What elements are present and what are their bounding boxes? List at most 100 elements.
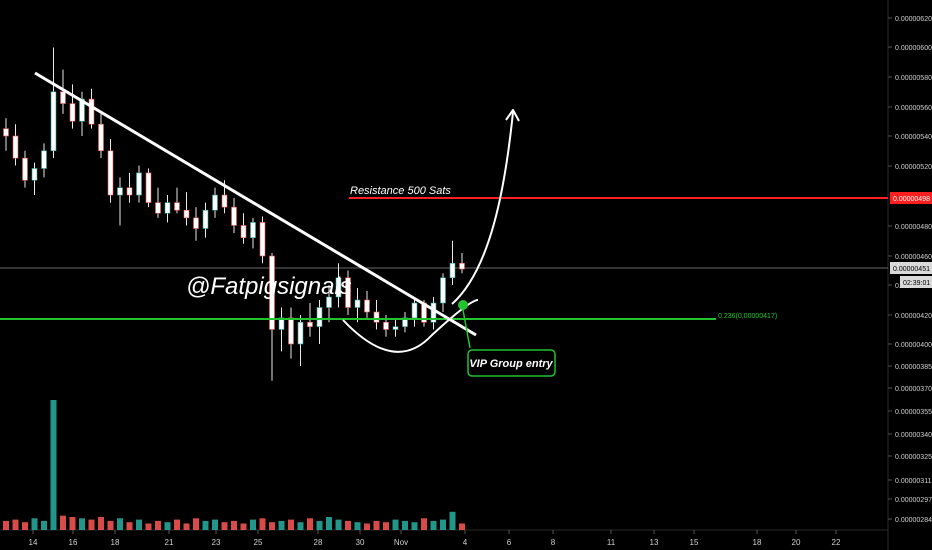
volume-bar — [126, 522, 133, 530]
current-price-tag — [890, 262, 932, 274]
volume-bar — [259, 518, 266, 530]
candle-body — [449, 262, 456, 279]
projection-arrow — [451, 111, 514, 305]
entry-callout — [467, 349, 556, 377]
x-tick-label: 11 — [607, 538, 616, 547]
candle-body — [164, 202, 171, 214]
volume-bar — [41, 520, 47, 530]
candle-body — [145, 172, 152, 203]
volume-bar — [231, 520, 237, 530]
x-tick-label: 18 — [753, 538, 762, 547]
volume-bar — [117, 518, 123, 530]
volume-bar — [288, 519, 294, 530]
volume-bar — [278, 520, 285, 530]
candle-body — [240, 225, 247, 238]
x-tick-label: 4 — [463, 538, 468, 547]
candle-body — [202, 209, 209, 229]
candle-body — [259, 222, 266, 257]
y-tick-label: 0.00000620 — [895, 16, 932, 23]
volume-bar — [411, 522, 418, 530]
y-tick-label: 0.00000355 — [895, 409, 932, 416]
candle-body — [155, 202, 161, 214]
volume-bar — [307, 518, 313, 530]
volume-bar — [449, 511, 456, 530]
volume-bar — [98, 517, 104, 530]
volume-bar — [174, 519, 180, 530]
y-tick-label: 0.00000370 — [895, 386, 932, 393]
y-tick-label: 0.00000297 — [895, 497, 932, 504]
candle-body — [50, 91, 57, 152]
volume-bar — [364, 523, 370, 530]
candle-body — [79, 98, 85, 122]
candle-body — [297, 321, 304, 345]
volume-bar — [136, 519, 142, 530]
volume-bar — [31, 518, 38, 530]
volume-bar — [221, 522, 228, 530]
volume-bar — [345, 520, 351, 530]
candle-body — [221, 194, 228, 208]
volume-bar — [250, 519, 256, 530]
x-tick-label: 8 — [551, 538, 556, 547]
x-tick-label: 30 — [356, 538, 365, 547]
volume-bar — [3, 520, 9, 530]
y-tick-label: 0.00000540 — [895, 134, 932, 141]
price-axis[interactable]: 0.00000620 0.00000600 0.00000580 0.00000560… — [888, 16, 932, 524]
x-tick-label: 21 — [165, 538, 174, 547]
candle-body — [69, 103, 76, 122]
y-tick-label: 0.00000284 — [895, 517, 932, 524]
candle-body — [117, 187, 123, 196]
x-tick-label: 23 — [212, 538, 221, 547]
candle-body — [41, 150, 47, 169]
volume-bar — [12, 519, 19, 530]
candle-body — [22, 157, 28, 181]
volume-bar — [430, 520, 437, 530]
candle-body — [269, 255, 275, 330]
candle-body — [383, 321, 389, 330]
volume-bar — [373, 520, 380, 530]
candle-body — [411, 302, 418, 319]
volume-bar — [107, 520, 114, 530]
y-tick-label: 0.00000480 — [895, 224, 932, 231]
x-tick-label: 6 — [507, 538, 512, 547]
candle-body — [174, 202, 180, 211]
candle-body — [231, 206, 237, 226]
x-tick-label: 25 — [254, 538, 263, 547]
volume-bar — [22, 522, 28, 530]
candle-body — [326, 296, 332, 308]
x-tick-label: 28 — [314, 538, 323, 547]
candle-body — [364, 299, 370, 313]
time-axis[interactable]: 14 16 18 21 23 25 28 30 Nov 4 6 8 11 13 15 18 20 22 — [29, 530, 841, 547]
x-tick-label: 18 — [111, 538, 120, 547]
volume-bar — [88, 519, 95, 530]
entry-pointer — [462, 309, 471, 349]
trendline[interactable] — [34, 71, 477, 337]
candle-body — [193, 217, 199, 229]
candle-body — [345, 277, 351, 308]
y-tick-label: 0.00000560 — [895, 105, 932, 112]
candle-body — [183, 209, 190, 219]
volume-bar — [202, 520, 209, 530]
fib-label: 0.236(0.00000417) — [718, 313, 777, 320]
candle-body — [98, 123, 104, 152]
candle-body — [354, 299, 361, 308]
arrow-head-icon — [505, 109, 520, 122]
y-tick-label: 0.00000460 — [895, 254, 932, 261]
volume-bar — [392, 519, 399, 530]
candle-body — [373, 311, 380, 323]
candle-body — [88, 98, 95, 125]
volume-bar — [402, 520, 408, 530]
volume-bar — [193, 518, 199, 530]
entry-marker[interactable] — [458, 300, 468, 310]
volume-bar — [297, 522, 304, 530]
x-tick-label: 15 — [690, 538, 699, 547]
y-tick-label: 0.00000600 — [895, 45, 932, 52]
candle-body — [126, 187, 133, 196]
candle-body — [107, 150, 114, 196]
countdown-tag — [900, 276, 932, 288]
candle-body — [316, 307, 323, 327]
volume-bar — [240, 523, 247, 530]
y-tick-label: 0.00000311 — [895, 478, 932, 485]
x-tick-label: 22 — [832, 538, 841, 547]
